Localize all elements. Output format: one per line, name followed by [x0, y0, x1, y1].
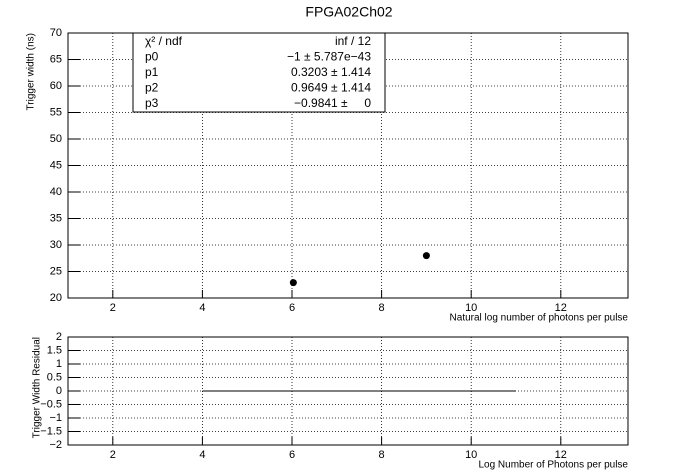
y-tick-label: 70 — [50, 27, 62, 39]
y-tick-label: 60 — [50, 80, 62, 92]
stats-name: p3 — [145, 96, 159, 110]
y-tick-label: −0.5 — [40, 398, 62, 410]
y-axis-title: Trigger Width Residual — [32, 337, 43, 438]
stats-value: −1 ± 5.787e−43 — [287, 50, 371, 64]
y-tick-label: 20 — [50, 292, 62, 304]
stats-box — [132, 32, 386, 113]
x-tick-label: 10 — [465, 449, 477, 461]
y-tick-label: 2 — [56, 331, 62, 343]
x-tick-label: 8 — [379, 302, 385, 314]
stats-value: −0.9841 ± 0 — [294, 96, 371, 110]
y-tick-label: 1.5 — [47, 344, 62, 356]
y-tick-label: −1 — [49, 412, 62, 424]
y-tick-label: −2 — [49, 439, 62, 451]
stats-name: p0 — [145, 50, 159, 64]
chart-title: FPGA02Ch02 — [305, 4, 392, 20]
x-axis-title: Natural log number of photons per pulse — [450, 313, 629, 324]
y-tick-label: 40 — [50, 186, 62, 198]
stats-value: 0.9649 ± 1.414 — [291, 81, 371, 95]
y-tick-label: 30 — [50, 239, 62, 251]
y-tick-label: 45 — [50, 159, 62, 171]
stats-value: 0.3203 ± 1.414 — [291, 65, 371, 79]
x-tick-label: 6 — [289, 302, 295, 314]
y-axis-title: Trigger width (ns) — [26, 33, 37, 110]
x-tick-label: 6 — [289, 449, 295, 461]
stats-name: χ² / ndf — [145, 34, 183, 48]
x-tick-label: 10 — [465, 302, 477, 314]
y-tick-label: 55 — [50, 106, 62, 118]
x-axis-title: Log Number of Photons per pulse — [478, 460, 628, 471]
x-tick-label: 2 — [110, 302, 116, 314]
stats-name: p1 — [145, 65, 159, 79]
y-tick-label: 50 — [50, 133, 62, 145]
x-tick-label: 8 — [379, 449, 385, 461]
x-tick-label: 12 — [555, 449, 567, 461]
y-tick-label: 35 — [50, 212, 62, 224]
x-tick-label: 4 — [199, 449, 205, 461]
y-tick-label: 1 — [56, 358, 62, 370]
data-point — [289, 279, 297, 287]
y-tick-label: 25 — [50, 265, 62, 277]
x-tick-label: 12 — [555, 302, 567, 314]
y-tick-label: 0.5 — [47, 371, 62, 383]
x-tick-label: 2 — [110, 449, 116, 461]
plot-frame — [67, 336, 629, 446]
y-tick-label: 65 — [50, 53, 62, 65]
stats-value: inf / 12 — [335, 34, 371, 48]
stats-name: p2 — [145, 81, 159, 95]
data-point — [422, 252, 430, 260]
y-tick-label: −1.5 — [40, 425, 62, 437]
x-tick-label: 4 — [199, 302, 205, 314]
y-tick-label: 0 — [56, 385, 62, 397]
